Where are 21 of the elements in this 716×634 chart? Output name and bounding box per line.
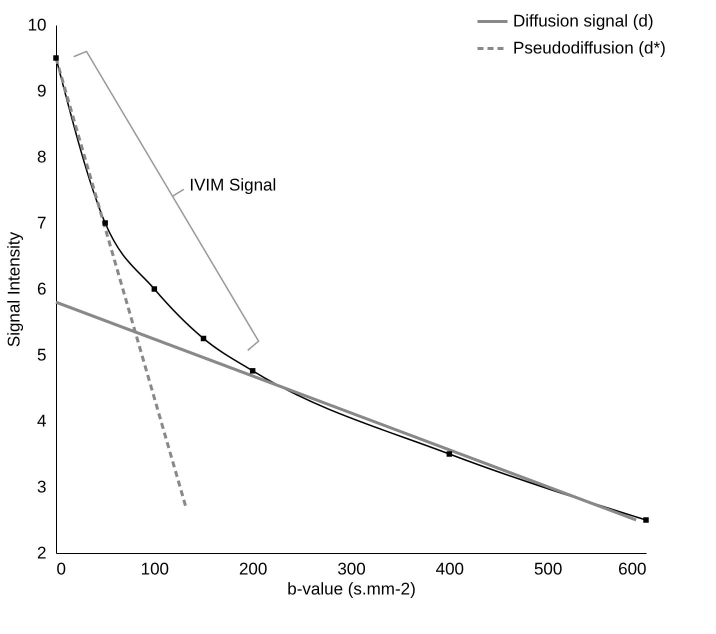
legend-label: Pseudodiffusion (d*) bbox=[513, 38, 666, 58]
x-tick-label: 100 bbox=[140, 560, 170, 578]
y-tick-label: 3 bbox=[37, 478, 46, 496]
x-tick-label: 400 bbox=[436, 560, 464, 578]
x-axis-title: b-value (s.mm-2) bbox=[287, 580, 416, 598]
y-tick-label: 10 bbox=[28, 16, 46, 34]
x-tick-label: 300 bbox=[337, 560, 366, 578]
y-tick-label: 7 bbox=[37, 214, 46, 232]
y-tick-label: 2 bbox=[37, 544, 46, 562]
x-tick-label: 0 bbox=[56, 560, 66, 578]
y-axis-title: Signal Intensity bbox=[4, 231, 24, 348]
y-tick-label: 9 bbox=[37, 82, 46, 100]
y-tick-label: 4 bbox=[37, 412, 46, 430]
y-tick-label: 6 bbox=[37, 280, 46, 298]
x-tick-label: 200 bbox=[238, 560, 268, 578]
y-tick-label: 8 bbox=[37, 148, 46, 166]
x-tick-label: 500 bbox=[534, 560, 562, 578]
legend-label: Diffusion signal (d) bbox=[513, 12, 654, 30]
y-tick-label: 5 bbox=[37, 346, 46, 364]
x-tick-label: 600 bbox=[618, 560, 646, 578]
annotation: IVIM Signal bbox=[189, 176, 276, 195]
